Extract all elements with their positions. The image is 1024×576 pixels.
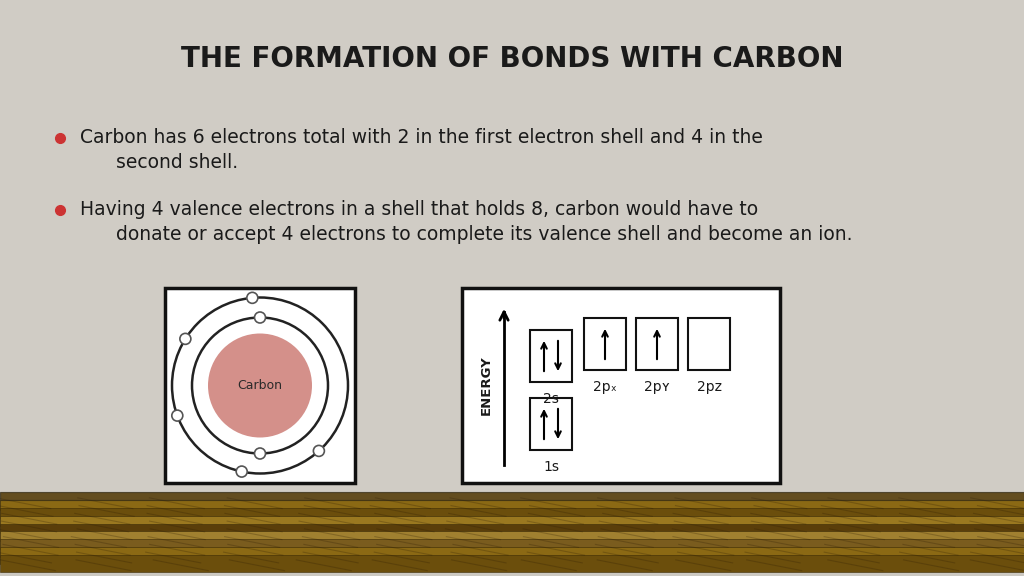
- Bar: [0, 547, 1024, 564]
- Text: donate or accept 4 electrons to complete its valence shell and become an ion.: donate or accept 4 electrons to complete…: [80, 225, 853, 244]
- Bar: [165, 288, 355, 483]
- Bar: [0, 500, 1024, 518]
- Bar: [0, 531, 1024, 549]
- Ellipse shape: [255, 312, 265, 323]
- Ellipse shape: [208, 334, 312, 438]
- Text: Carbon has 6 electrons total with 2 in the first electron shell and 4 in the: Carbon has 6 electrons total with 2 in t…: [80, 128, 763, 147]
- Bar: [0, 524, 1024, 541]
- Bar: [0, 508, 1024, 526]
- Bar: [0, 516, 1024, 533]
- Ellipse shape: [255, 448, 265, 459]
- Ellipse shape: [247, 293, 258, 304]
- Bar: [462, 288, 780, 483]
- Text: 2pᴢ: 2pᴢ: [696, 380, 722, 394]
- Text: Having 4 valence electrons in a shell that holds 8, carbon would have to: Having 4 valence electrons in a shell th…: [80, 200, 758, 219]
- Bar: [530, 398, 572, 450]
- Text: second shell.: second shell.: [80, 153, 239, 172]
- Ellipse shape: [237, 466, 247, 477]
- Bar: [636, 318, 678, 370]
- Bar: [530, 330, 572, 382]
- Text: Carbon: Carbon: [238, 379, 283, 392]
- Bar: [584, 318, 626, 370]
- Bar: [0, 492, 1024, 510]
- Text: 2pʏ: 2pʏ: [644, 380, 670, 394]
- Bar: [688, 318, 730, 370]
- Text: ENERGY: ENERGY: [479, 355, 493, 415]
- Ellipse shape: [172, 410, 183, 421]
- Bar: [0, 539, 1024, 556]
- Text: 2s: 2s: [543, 392, 559, 406]
- Text: THE FORMATION OF BONDS WITH CARBON: THE FORMATION OF BONDS WITH CARBON: [181, 45, 843, 73]
- Text: 2pₓ: 2pₓ: [593, 380, 616, 394]
- Bar: [0, 0, 1024, 492]
- Ellipse shape: [313, 445, 325, 456]
- Text: 1s: 1s: [543, 460, 559, 474]
- Ellipse shape: [180, 334, 190, 344]
- Bar: [0, 555, 1024, 572]
